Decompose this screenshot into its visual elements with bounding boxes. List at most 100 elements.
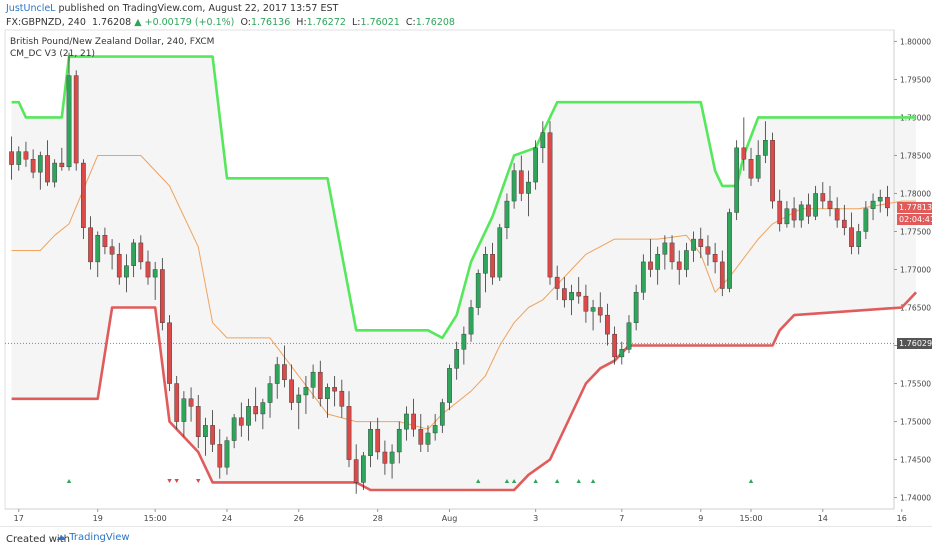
candle-body xyxy=(439,402,445,426)
candle-body xyxy=(346,406,352,460)
candle-body xyxy=(23,151,29,160)
y-tick-label: 1.75000 xyxy=(900,418,931,427)
candle-body xyxy=(705,246,711,255)
candle-body xyxy=(770,140,775,202)
candle-body xyxy=(863,208,869,232)
x-tick-label: 26 xyxy=(294,514,304,523)
candle-body xyxy=(375,428,381,453)
close-value: 1.76208 xyxy=(415,17,455,28)
candle-body xyxy=(533,147,538,183)
x-tick-label: 3 xyxy=(533,514,538,523)
candle-body xyxy=(763,140,768,156)
candle-body xyxy=(382,451,388,464)
candle-body xyxy=(224,440,230,468)
candle-body xyxy=(741,147,747,160)
candle-body xyxy=(626,322,632,350)
candle-body xyxy=(518,170,524,194)
candle-body xyxy=(849,227,854,247)
candle-body xyxy=(159,269,165,323)
x-tick-label: 16 xyxy=(897,514,907,523)
buy-signal-marker xyxy=(511,479,517,483)
candle-body xyxy=(468,307,474,335)
buy-signal-marker xyxy=(504,479,510,483)
candle-body xyxy=(727,212,732,289)
candle-body xyxy=(676,261,682,270)
candle-body xyxy=(734,147,740,213)
created-with-text: Created with xyxy=(6,534,70,545)
candle-body xyxy=(37,155,43,173)
candle-body xyxy=(109,246,115,255)
buy-signal-marker xyxy=(554,479,560,483)
author-link[interactable]: JustUncleL xyxy=(6,3,56,14)
candle-body xyxy=(483,254,488,274)
candle-body xyxy=(195,406,201,437)
candle-body xyxy=(691,238,696,251)
sell-signal-marker xyxy=(174,479,179,483)
candle-body xyxy=(404,413,409,430)
y-tick-label: 1.74000 xyxy=(900,494,931,503)
open-value: 1.76136 xyxy=(250,17,291,28)
candle-body xyxy=(238,417,244,426)
candle-body xyxy=(856,231,862,247)
candle-body xyxy=(475,273,481,308)
candle-body xyxy=(777,200,783,225)
price-chart[interactable]: 1.800001.795001.790001.785001.780001.775… xyxy=(0,0,932,526)
x-tick-label: 24 xyxy=(222,514,232,523)
high-label: H: xyxy=(296,17,307,28)
candle-body xyxy=(45,155,50,183)
candle-body xyxy=(583,295,589,312)
candle-body xyxy=(368,428,373,456)
y-tick-label: 1.74500 xyxy=(900,456,931,465)
symbol-label: FX:GBPNZD, 240 xyxy=(6,17,86,28)
candle-body xyxy=(418,428,424,445)
candle-body xyxy=(274,364,280,384)
candle-body xyxy=(289,379,294,403)
candle-body xyxy=(798,204,804,221)
candle-body xyxy=(719,261,725,289)
ohlc-bar: FX:GBPNZD, 240 1.76208 ▲ +0.00179 (+0.1%… xyxy=(6,17,455,28)
candle-body xyxy=(174,383,180,422)
buy-signal-marker xyxy=(748,479,754,483)
brand-name: TradingView xyxy=(69,532,130,543)
candle-body xyxy=(791,208,797,221)
lower-band-line xyxy=(11,291,918,492)
chart-header: JustUncleL published on TradingView.com,… xyxy=(0,0,932,30)
candle-body xyxy=(784,208,790,225)
candle-body xyxy=(526,181,531,194)
x-tick-label: 19 xyxy=(93,514,103,523)
x-tick-label: 17 xyxy=(14,514,24,523)
indicator-legend[interactable]: CM_DC V3 (21, 21) xyxy=(10,49,96,59)
candle-body xyxy=(885,197,890,209)
candle-body xyxy=(841,219,847,228)
candle-body xyxy=(52,162,58,183)
publish-info: JustUncleL published on TradingView.com,… xyxy=(6,3,338,14)
candle-body xyxy=(253,406,259,415)
candle-body xyxy=(712,254,718,263)
buy-signal-marker xyxy=(576,479,581,483)
x-tick-label: 15:00 xyxy=(144,514,167,523)
candle-body xyxy=(547,132,553,278)
channel-fill xyxy=(11,56,917,490)
candle-body xyxy=(662,242,668,255)
candle-body xyxy=(95,235,101,263)
candle-body xyxy=(81,162,86,228)
candle-body xyxy=(432,425,438,434)
candle-body xyxy=(16,151,22,165)
y-tick-label: 1.80000 xyxy=(900,37,931,46)
candle-body xyxy=(576,292,582,297)
candle-body xyxy=(597,307,603,316)
last-price-badge: 1.77813 xyxy=(897,201,932,213)
candle-body xyxy=(317,371,323,399)
candle-body xyxy=(562,288,567,301)
published-text: published on TradingView.com, August 22,… xyxy=(55,3,339,14)
candle-body xyxy=(605,314,610,335)
candle-body xyxy=(684,250,689,270)
candle-body xyxy=(648,261,653,270)
change-value: +0.00179 (+0.1%) xyxy=(144,17,235,28)
tradingview-logo[interactable]: ☁ TradingView xyxy=(56,532,130,543)
candle-body xyxy=(267,383,273,403)
candle-body xyxy=(827,200,833,209)
y-tick-label: 1.78000 xyxy=(900,189,931,198)
candle-body xyxy=(332,387,337,392)
candle-body xyxy=(353,459,359,483)
